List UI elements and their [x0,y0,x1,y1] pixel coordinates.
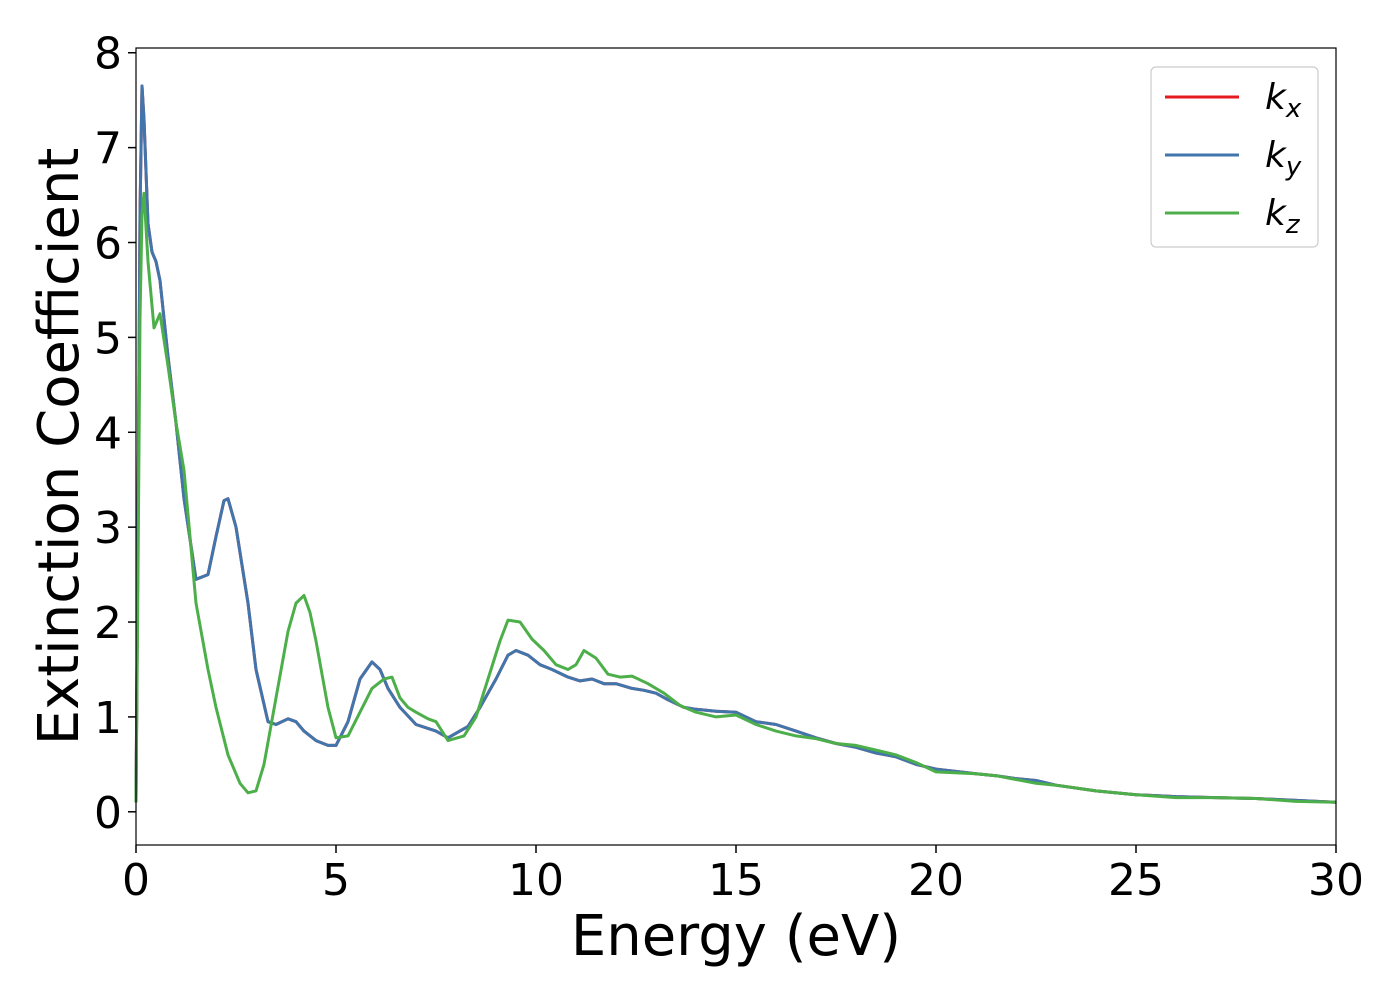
y-tick-label: 5 [94,313,122,364]
y-tick-label: 3 [94,503,122,554]
y-axis-label: Extinction Coefficient [27,148,92,746]
y-tick-label: 7 [94,124,122,175]
legend-label-ky: ky [1265,135,1302,182]
x-tick-label: 5 [322,855,350,906]
legend-frame [1150,66,1319,248]
series-line-kz [134,191,1337,804]
x-tick-label: 30 [1308,855,1364,906]
x-tick-label: 10 [508,855,564,906]
x-tick-label: 0 [122,855,150,906]
y-tick-label: 4 [94,408,122,459]
x-tick-label: 20 [908,855,964,906]
y-tick-label: 8 [94,29,122,80]
ticks-layer: 0 5 10 15 20 25 30 0 1 2 3 4 5 6 7 8 [94,29,1364,906]
x-axis-label: Energy (eV) [571,904,901,969]
legend-label-kx: kx [1265,77,1302,124]
series-layer [134,84,1337,804]
x-tick-label: 15 [708,855,764,906]
y-tick-label: 0 [94,788,122,839]
y-tick-label: 1 [94,693,122,744]
x-tick-label: 25 [1108,855,1164,906]
y-tick-label: 2 [94,598,122,649]
series-line-ky [134,84,1337,804]
y-tick-label: 6 [94,219,122,270]
legend-label-kz: kz [1265,193,1301,240]
legend: kx ky kz [1150,66,1319,248]
